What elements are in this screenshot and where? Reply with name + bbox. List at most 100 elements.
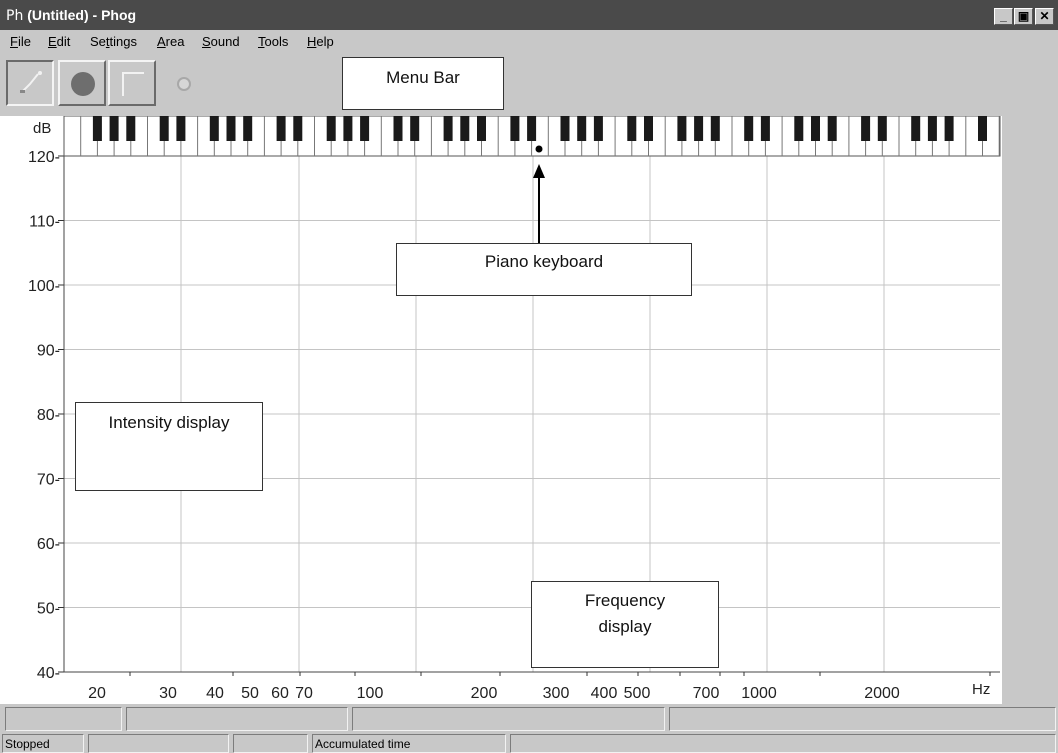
piano-black-key (477, 116, 486, 141)
piano-black-key (760, 116, 770, 141)
y-tick-label: 120- (28, 149, 60, 166)
piano-black-key (209, 116, 219, 141)
status-cell-2 (88, 734, 229, 753)
corner-area-icon (122, 72, 144, 96)
piano-black-key (944, 116, 954, 141)
status-panel-2 (126, 707, 348, 731)
piano-black-key (443, 116, 453, 141)
piano-black-key (326, 116, 336, 141)
piano-black-key (827, 116, 837, 141)
menu-settings[interactable]: Settings (90, 34, 137, 49)
piano-black-key (410, 116, 420, 141)
status-bar: Stopped Accumulated time (0, 732, 1058, 753)
menu-tools[interactable]: Tools (258, 34, 289, 49)
x-tick-label: 60 (271, 685, 289, 702)
piano-black-key (794, 116, 804, 141)
piano-black-key (176, 116, 186, 141)
piano-black-key (343, 116, 353, 141)
x-tick-label: 30 (159, 685, 177, 702)
y-tick-label: 70- (37, 472, 60, 489)
piano-black-key (710, 116, 720, 141)
y-tick-label: 50- (37, 601, 60, 618)
y-axis-label: dB (33, 120, 52, 137)
x-tick-label: 500 (624, 685, 651, 702)
piano-black-key (577, 116, 587, 141)
x-tick-label: 70 (295, 685, 313, 702)
piano-black-key (978, 116, 987, 141)
title-bar: Ph (Untitled) - Phog _ ▣ ✕ (0, 0, 1058, 30)
annotation-arrow-head (533, 164, 545, 178)
status-panel-1 (5, 707, 122, 731)
app-icon: Ph (6, 8, 24, 24)
status-panel-4 (669, 707, 1056, 731)
piano-black-key (460, 116, 470, 141)
minimize-icon[interactable]: _ (994, 8, 1013, 25)
x-tick-label: 40 (206, 685, 224, 702)
piano-black-key (911, 116, 921, 141)
right-panel (1002, 116, 1058, 704)
y-tick-label: 80- (37, 407, 60, 424)
piano-black-key (527, 116, 537, 141)
toolbar (0, 54, 1058, 116)
menu-edit[interactable]: Edit (48, 34, 71, 49)
callout-frequency-line1: Frequency (584, 591, 666, 610)
pitch-tool-button[interactable] (6, 60, 54, 106)
x-tick-label: 700 (693, 685, 720, 702)
middle-c-marker (535, 145, 543, 153)
piano-black-key (243, 116, 253, 141)
maximize-icon[interactable]: ▣ (1014, 8, 1033, 25)
piano-black-key (677, 116, 687, 141)
piano-black-key (510, 116, 520, 141)
piano-black-key (560, 116, 570, 141)
piano-black-key (226, 116, 236, 141)
y-tick-label: 40- (37, 665, 60, 682)
status-cell-3 (233, 734, 308, 753)
status-panels (0, 704, 1058, 732)
piano-black-key (360, 116, 370, 141)
menu-area[interactable]: Area (157, 34, 185, 49)
y-tick-label: 100- (28, 278, 60, 295)
menu-sound[interactable]: Sound (202, 34, 240, 49)
pitch-tool-icon (20, 71, 42, 93)
piano-black-key (927, 116, 937, 141)
piano-black-key (627, 116, 637, 141)
x-tick-label: 2000 (864, 685, 900, 702)
x-tick-label: 20 (88, 685, 106, 702)
menu-file[interactable]: File (10, 34, 31, 49)
callout-intensity-display: Intensity display (75, 402, 263, 491)
small-circle-icon[interactable] (177, 77, 191, 91)
y-tick-label: 90- (37, 343, 60, 360)
y-tick-label: 60- (37, 536, 60, 553)
status-state: Stopped (2, 734, 84, 753)
piano-black-key (694, 116, 704, 141)
x-tick-label: 400 (591, 685, 618, 702)
x-tick-label: 50 (241, 685, 259, 702)
piano-black-key (293, 116, 303, 141)
piano-black-key (811, 116, 820, 141)
window-title-text: (Untitled) - Phog (27, 7, 137, 23)
window-title: Ph (Untitled) - Phog (6, 7, 136, 24)
piano-black-key (861, 116, 871, 141)
area-button[interactable] (108, 60, 156, 106)
callout-menu-bar: Menu Bar (342, 57, 504, 110)
x-tick-label: 1000 (741, 685, 777, 702)
piano-black-key (109, 116, 119, 141)
callout-frequency-line2: display (598, 617, 652, 636)
x-tick-label: 300 (543, 685, 570, 702)
status-panel-3 (352, 707, 665, 731)
piano-black-key (393, 116, 403, 141)
menu-help[interactable]: Help (307, 34, 334, 49)
record-button[interactable] (58, 60, 106, 106)
piano-black-key (644, 116, 653, 141)
menu-bar: File Edit Settings Area Sound Tools Help (0, 30, 1058, 54)
close-icon[interactable]: ✕ (1035, 8, 1054, 25)
status-accumulated-time: Accumulated time (312, 734, 506, 753)
phonetogram-chart[interactable]: 40- 50- 60- 70- 80- 90- 100- 110- 120- 20 30 40 50 60… (0, 116, 1002, 704)
piano-black-key (276, 116, 286, 141)
piano-black-key (877, 116, 887, 141)
piano-black-key (92, 116, 102, 141)
piano-black-key (744, 116, 754, 141)
callout-frequency-display: Frequency display (531, 581, 719, 668)
x-axis-label: Hz (972, 681, 991, 698)
status-cell-5 (510, 734, 1056, 753)
